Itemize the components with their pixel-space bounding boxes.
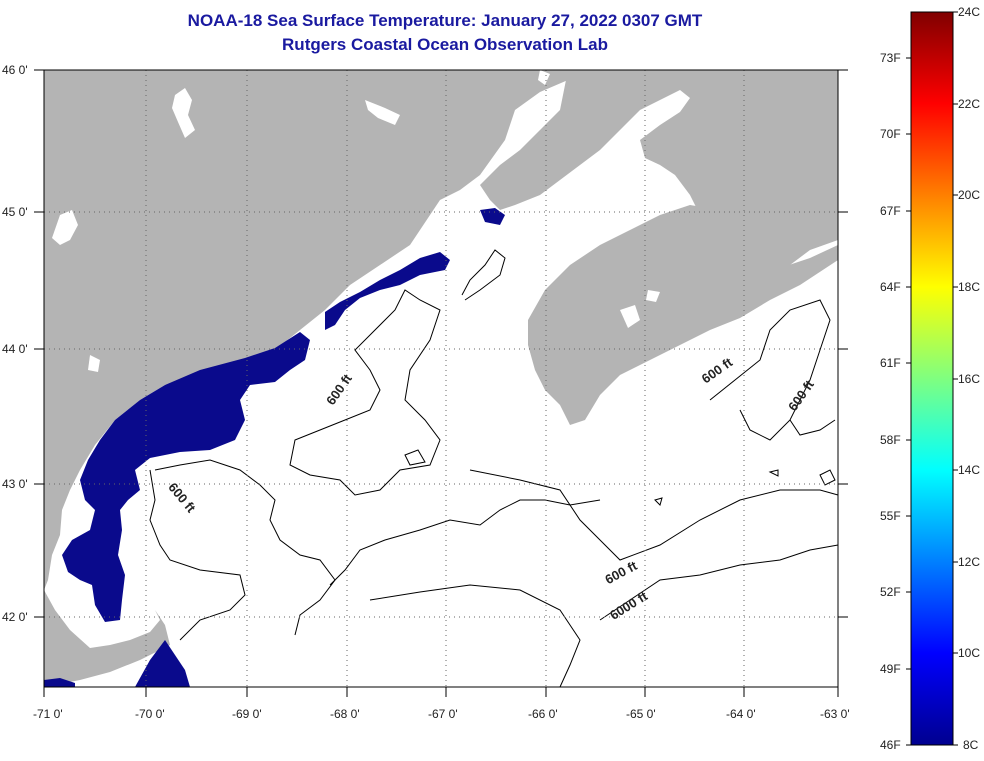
colorbar-f-label: 73F [880,51,901,65]
lon-label: -68 0' [330,707,360,721]
colorbar-ticks [906,11,958,746]
map-subtitle: Rutgers Coastal Ocean Observation Lab [282,35,608,54]
lake [365,100,400,125]
contour-small [654,497,663,506]
sst-cape-patch [44,678,75,687]
colorbar-c-label: 22C [958,97,981,111]
contour-small [404,449,426,466]
lon-label: -71 0' [33,707,63,721]
contour-shelf [369,584,581,688]
lat-label: 42 0' [2,610,28,624]
lake [52,210,78,245]
colorbar-f-label: 52F [880,585,901,599]
colorbar-f-label: 61F [880,356,901,370]
axis-ticks [34,69,848,697]
contour-ns-2 [789,419,836,436]
colorbar-c-label: 14C [958,463,981,477]
colorbar-f-label: 64F [880,280,901,294]
colorbar-c-label: 20C [958,188,981,202]
lon-label: -63 0' [820,707,850,721]
contour-600ft-lower [469,469,839,561]
colorbar-c-label: 18C [958,280,981,294]
colorbar-c-label: 24C [958,5,981,19]
lon-label: -64 0' [726,707,756,721]
colorbar-f-label: 70F [880,127,901,141]
lon-label: -70 0' [135,707,165,721]
colorbar-c-label: 10C [958,646,981,660]
contours [149,249,839,688]
lake [88,355,100,372]
lat-label: 45 0' [2,205,28,219]
colorbar-gradient [910,11,954,746]
colorbar-f-label: 49F [880,662,901,676]
colorbar-c-label: 16C [958,372,981,386]
land-cape-cod [44,590,170,687]
contour-600ft [149,469,246,641]
sst-coastal-band [62,332,310,622]
lake [538,70,550,85]
lake [620,305,640,328]
lon-label: -66 0' [528,707,558,721]
sst-south-patch [135,640,190,687]
map-title: NOAA-18 Sea Surface Temperature: January… [187,11,703,30]
colorbar-f-label: 46F [880,738,901,752]
colorbar-f-label: 55F [880,509,901,523]
lat-label: 44 0' [2,342,28,356]
contour-small [819,469,836,486]
sst-bay-patch [480,208,505,225]
contour-ns [709,299,831,441]
colorbar-c-label: 8C [963,738,979,752]
lon-label: -69 0' [232,707,262,721]
contour-600ft [154,459,336,636]
contour-600ft [329,499,601,586]
colorbar-c-label: 12C [958,555,981,569]
map-frame [43,69,839,688]
colorbar-f-label: 58F [880,433,901,447]
land-maine [44,70,568,590]
land-nova-scotia [528,205,838,425]
lake [172,88,195,138]
colorbar-f-label: 67F [880,204,901,218]
contour-small [768,469,779,477]
lat-label: 43 0' [2,477,28,491]
sst-maine-patch [325,252,450,330]
contour-600ft [289,289,441,496]
contour-6000ft [599,544,839,621]
lon-label: -67 0' [428,707,458,721]
lake [646,290,660,302]
contour-ns-3 [461,249,506,301]
lat-label: 46 0' [2,63,28,77]
lon-label: -65 0' [626,707,656,721]
land-new-brunswick [480,70,838,280]
